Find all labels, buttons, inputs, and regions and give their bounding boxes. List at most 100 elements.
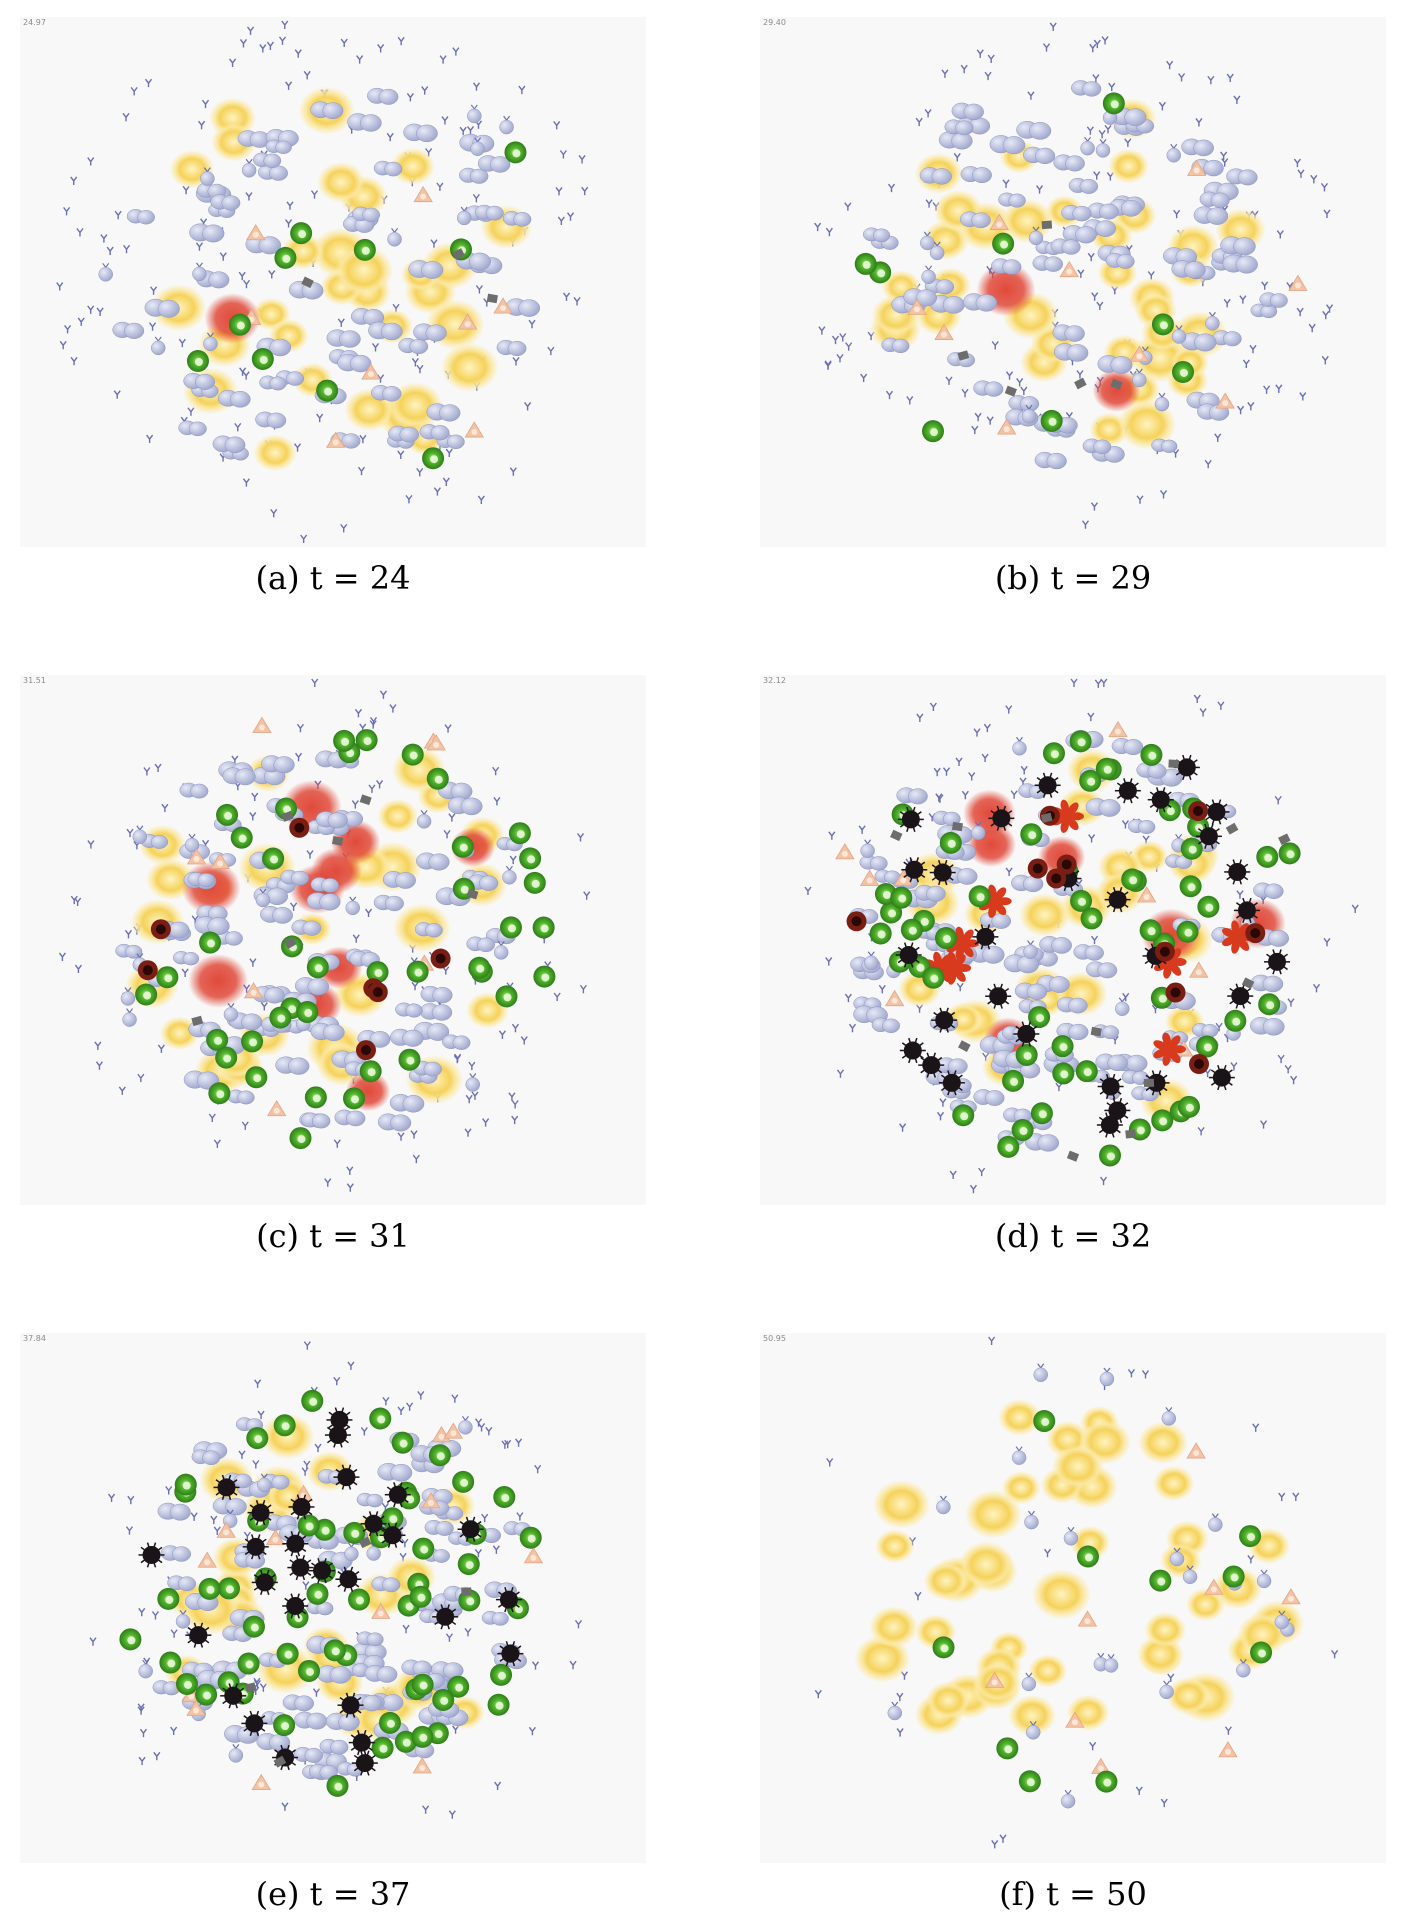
gray-cell-icon bbox=[1197, 403, 1230, 421]
antibody-icon bbox=[1093, 171, 1101, 180]
antibody-icon bbox=[106, 246, 114, 256]
antibody-icon bbox=[1141, 1370, 1150, 1379]
antibody-icon bbox=[333, 1139, 341, 1148]
antibody-icon bbox=[472, 82, 481, 91]
antibody-icon bbox=[878, 984, 886, 994]
antibody-icon bbox=[971, 425, 979, 435]
antibody-icon bbox=[402, 1624, 410, 1634]
antibody-icon bbox=[242, 279, 251, 289]
salmon-cell-icon bbox=[371, 1602, 391, 1619]
antibody-icon bbox=[208, 1113, 216, 1123]
antibody-icon bbox=[555, 187, 563, 196]
antibody-icon bbox=[278, 36, 287, 45]
gray-cell-icon bbox=[973, 380, 1004, 397]
antibody-icon bbox=[562, 292, 571, 301]
green-cell-icon bbox=[422, 447, 445, 470]
antibody-icon bbox=[397, 36, 405, 46]
gray-cell-icon bbox=[203, 332, 218, 352]
antibody-icon bbox=[58, 952, 66, 961]
green-cell-icon bbox=[348, 1588, 371, 1611]
antibody-icon bbox=[433, 487, 441, 496]
yellow-cell-icon bbox=[958, 1541, 1014, 1588]
gray-cell-icon bbox=[382, 871, 416, 889]
antibody-icon bbox=[368, 784, 376, 793]
salmon-cell-icon bbox=[216, 1521, 236, 1538]
antibody-icon bbox=[1043, 1548, 1052, 1558]
antibody-icon bbox=[122, 244, 131, 254]
green-cell-icon bbox=[1278, 842, 1301, 865]
antibody-icon bbox=[1207, 75, 1215, 85]
antibody-icon bbox=[64, 324, 72, 334]
gray-cell-icon bbox=[1056, 996, 1088, 1014]
antibody-icon bbox=[933, 767, 941, 777]
green-cell-icon bbox=[215, 1046, 238, 1069]
debris-icon bbox=[1110, 378, 1123, 390]
yellow-cell-icon bbox=[1031, 1569, 1091, 1620]
gray_pairs-layer bbox=[862, 80, 1288, 470]
antibody-icon bbox=[1214, 433, 1222, 442]
gray-cell-icon bbox=[1250, 974, 1284, 993]
antibody-icon bbox=[474, 1548, 482, 1558]
gray-cell-icon bbox=[420, 986, 453, 1004]
gray-cell-icon bbox=[1111, 738, 1144, 756]
antibody-icon bbox=[234, 422, 242, 432]
antibody-icon bbox=[70, 895, 78, 905]
antibody-icon bbox=[439, 55, 447, 64]
green-cell-icon bbox=[457, 1553, 480, 1576]
green-cell-icon bbox=[1028, 1006, 1051, 1029]
green-cell-icon bbox=[1079, 769, 1102, 792]
gray-cell-icon bbox=[989, 135, 1026, 155]
gray-cell-icon bbox=[179, 782, 209, 799]
green-cell-icon bbox=[306, 956, 329, 979]
antibody-icon bbox=[114, 210, 122, 220]
antibody-icon bbox=[1351, 904, 1359, 913]
gray-cell-icon bbox=[944, 119, 974, 136]
salmon-cell-icon bbox=[464, 421, 484, 438]
black-cell-icon bbox=[242, 1534, 269, 1560]
antibody-icon bbox=[968, 772, 976, 781]
antibody-icon bbox=[436, 182, 444, 191]
antibody-icon bbox=[936, 1111, 945, 1121]
gray-cell-icon bbox=[373, 160, 403, 177]
antibody-icon bbox=[242, 371, 250, 380]
yellow-cell-icon bbox=[1028, 1654, 1068, 1688]
dark_red-layer bbox=[137, 817, 451, 1061]
green-cell-icon bbox=[934, 927, 957, 950]
debris-layer bbox=[957, 220, 1123, 397]
salmon-cell-icon bbox=[1077, 1610, 1098, 1627]
gray-cell-icon bbox=[1205, 311, 1220, 331]
dark-red-cell-icon bbox=[355, 1040, 376, 1061]
green-cell-icon bbox=[289, 1127, 312, 1150]
antibody-icon bbox=[504, 1439, 512, 1449]
antibody-icon bbox=[340, 38, 348, 48]
yellow-cell-icon bbox=[377, 798, 418, 834]
antibody-icon bbox=[143, 767, 151, 776]
salmon-cell-icon bbox=[1288, 274, 1308, 291]
antibody-icon bbox=[1005, 867, 1013, 876]
gray-cell-icon bbox=[212, 435, 246, 454]
gray-cell-icon bbox=[192, 262, 207, 282]
antibody-icon bbox=[559, 150, 567, 159]
black-cell-icon bbox=[335, 1566, 362, 1592]
panel-caption: (f) t = 50 bbox=[999, 1875, 1147, 1913]
antibody-icon bbox=[1076, 370, 1084, 379]
gray-cell-icon bbox=[413, 1021, 450, 1041]
dark-red-cell-icon bbox=[1056, 854, 1077, 875]
simulation-frame: 37.84 bbox=[20, 1333, 646, 1863]
gray-cell-icon bbox=[293, 1746, 324, 1763]
gray-cell-icon bbox=[315, 811, 348, 829]
antibody-icon bbox=[1005, 705, 1013, 714]
antibody-icon bbox=[161, 803, 169, 813]
green-cell-icon bbox=[1098, 1144, 1121, 1167]
antibody-icon bbox=[492, 1545, 500, 1554]
green-cell-icon bbox=[217, 1577, 240, 1600]
antibody-icon bbox=[352, 934, 360, 943]
salmon-cell-icon bbox=[197, 1551, 217, 1568]
timestamp-label: 31.51 bbox=[23, 676, 46, 685]
gray-cell-icon bbox=[367, 87, 399, 105]
gray-cell-icon bbox=[175, 1610, 191, 1629]
black-cell-icon bbox=[337, 1692, 364, 1718]
gray-cell-icon bbox=[1023, 146, 1056, 165]
gray-cell-icon bbox=[325, 1712, 360, 1731]
salmon-cell-icon bbox=[835, 843, 855, 860]
